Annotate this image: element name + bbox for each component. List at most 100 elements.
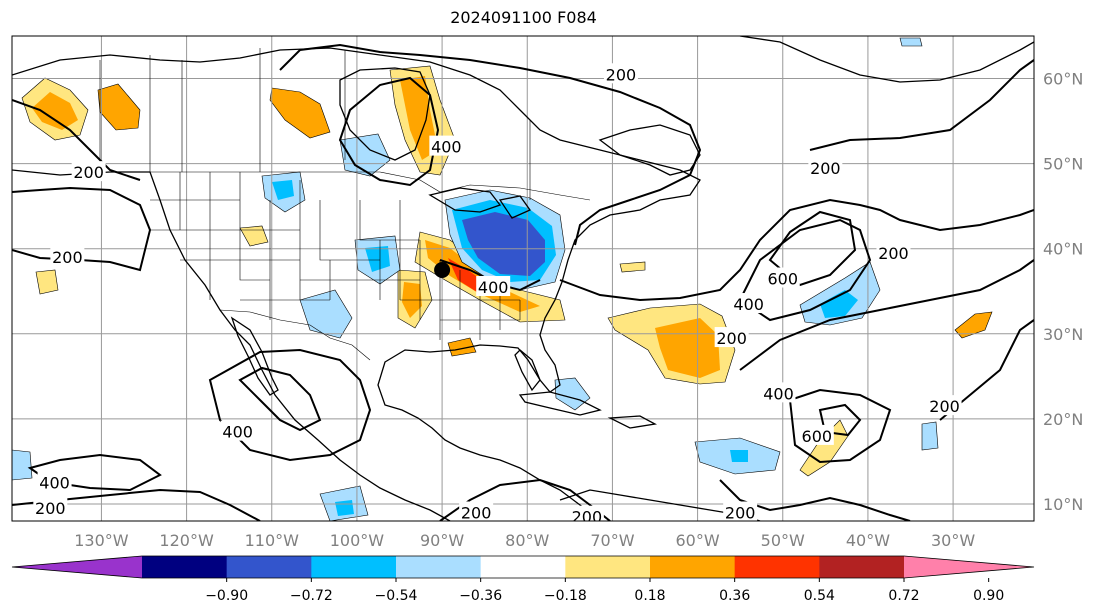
- positive-region-small-2: [35, 269, 59, 295]
- contour-label: 400: [763, 384, 794, 403]
- contour-200-trough: [559, 198, 1034, 302]
- political-borders: [99, 48, 591, 361]
- negative-region-plains-west-core: [272, 180, 294, 200]
- longitude-label: 70°W: [590, 531, 634, 550]
- latitude-label: 20°N: [1043, 410, 1083, 429]
- negative-region-ontario: [339, 133, 391, 177]
- contour-400-north: [338, 76, 440, 187]
- latitude-label: 40°N: [1043, 240, 1083, 259]
- latitude-label: 30°N: [1043, 325, 1083, 344]
- colorbar-segment: [396, 556, 482, 578]
- cuba: [518, 391, 602, 416]
- contour-label: 200: [572, 508, 603, 527]
- great-lakes-outline: [428, 187, 531, 219]
- contour-label-background: [37, 471, 72, 492]
- contour-600-loop: [768, 210, 857, 287]
- longitude-label: 50°W: [761, 531, 805, 550]
- contour-label: 200: [52, 248, 83, 267]
- greenland-coast: [739, 36, 1034, 83]
- negative-region-east-small: [921, 421, 939, 451]
- florida: [514, 349, 541, 392]
- hispaniola: [607, 415, 658, 429]
- longitude-label: 100°W: [330, 531, 385, 550]
- contour-label-background: [569, 505, 604, 521]
- longitude-label: 60°W: [675, 531, 719, 550]
- contour-label: 200: [878, 244, 909, 263]
- contour-label: 600: [802, 427, 833, 446]
- contour-label-background: [731, 293, 766, 314]
- contour-label-background: [71, 161, 106, 182]
- hudson-bay: [339, 67, 431, 161]
- positive-region-small-3: [619, 261, 646, 273]
- colorbar-tick-label: 0.18: [634, 588, 665, 604]
- negative-region-florida: [554, 377, 591, 411]
- coastlines: [12, 36, 1034, 521]
- contour-200-caribbean: [439, 478, 611, 521]
- positive-region-atlantic-core: [655, 318, 720, 378]
- contour-label: 400: [431, 138, 462, 157]
- colorbar-tick-label: 0.90: [973, 588, 1004, 604]
- contour-label: 200: [716, 329, 747, 348]
- positive-region-small-1: [239, 225, 269, 247]
- contour-200-loop-2: [739, 259, 1034, 371]
- colorbar-extend-low: [12, 556, 142, 578]
- map-area: 2004002002004002002006004002004006002004…: [12, 36, 1034, 527]
- map-frame: [11, 35, 1035, 522]
- contour-label-background: [808, 156, 843, 177]
- colorbar-extend-high: [904, 556, 1034, 578]
- contour-label: 200: [810, 159, 841, 178]
- positive-region-alaska-core: [32, 92, 78, 130]
- colorbar-tick-label: −0.36: [459, 588, 502, 604]
- contour-label-background: [927, 395, 962, 416]
- colorbar-tick-label: −0.72: [290, 588, 333, 604]
- longitude-label: 80°W: [505, 531, 549, 550]
- north-america-coastline: [12, 47, 701, 521]
- contour-label-background: [603, 63, 638, 84]
- contour-label: 200: [461, 503, 492, 522]
- contour-200-east-arc: [809, 59, 1034, 151]
- state-lines: [150, 172, 521, 340]
- longitude-label: 110°W: [245, 531, 300, 550]
- longitude-label: 30°W: [931, 531, 975, 550]
- colorbar-tick-label: 0.36: [719, 588, 750, 604]
- positive-region-east: [954, 311, 993, 339]
- contour-200-mexico: [208, 348, 372, 462]
- canada-provinces: [99, 48, 531, 200]
- positive-region-canada: [269, 87, 331, 139]
- contour-label-background: [765, 267, 800, 288]
- latitude-label: 60°N: [1043, 70, 1083, 89]
- contour-label: 400: [39, 474, 70, 493]
- colorbar-outline: [11, 555, 1035, 579]
- colorbar-tick-label: −0.54: [375, 588, 418, 604]
- contour-label: 200: [35, 499, 66, 518]
- latitude-labels: 60°N 50°N 40°N 30°N 20°N 10°N: [1043, 70, 1083, 514]
- colorbar-tick-label: 0.54: [804, 588, 835, 604]
- longitude-labels: 130°W 120°W 110°W 100°W 90°W 80°W 70°W 60°W 50°W…: [74, 531, 975, 550]
- latitude-label: 10°N: [1043, 495, 1083, 514]
- negative-region-atlantic-east-core: [820, 290, 858, 318]
- longitude-label: 120°W: [159, 531, 214, 550]
- contour-label: 600: [767, 270, 798, 289]
- colorbar-segment: [819, 556, 905, 578]
- storm-center-marker: [434, 261, 451, 278]
- negative-region-pacific-south-core: [335, 500, 354, 516]
- contour-label-background: [220, 420, 255, 441]
- contour-label: 200: [73, 163, 104, 182]
- contour-200-north: [279, 43, 702, 246]
- latitude-label: 50°N: [1043, 155, 1083, 174]
- contour-400-south: [788, 388, 892, 464]
- contour-label-background: [714, 327, 749, 348]
- contour-label-background: [876, 241, 911, 262]
- colorbar-segment: [480, 556, 566, 578]
- baja-peninsula: [230, 316, 279, 396]
- longitude-label: 40°W: [846, 531, 890, 550]
- contour-label: 200: [725, 503, 756, 522]
- contour-label-background: [476, 276, 511, 297]
- contour-label: 200: [929, 397, 960, 416]
- longitude-label: 90°W: [420, 531, 464, 550]
- positive-region-small-4: [447, 337, 477, 357]
- colorbar-segment: [142, 556, 228, 578]
- contour-label-background: [429, 135, 464, 156]
- graticule: [12, 36, 1034, 521]
